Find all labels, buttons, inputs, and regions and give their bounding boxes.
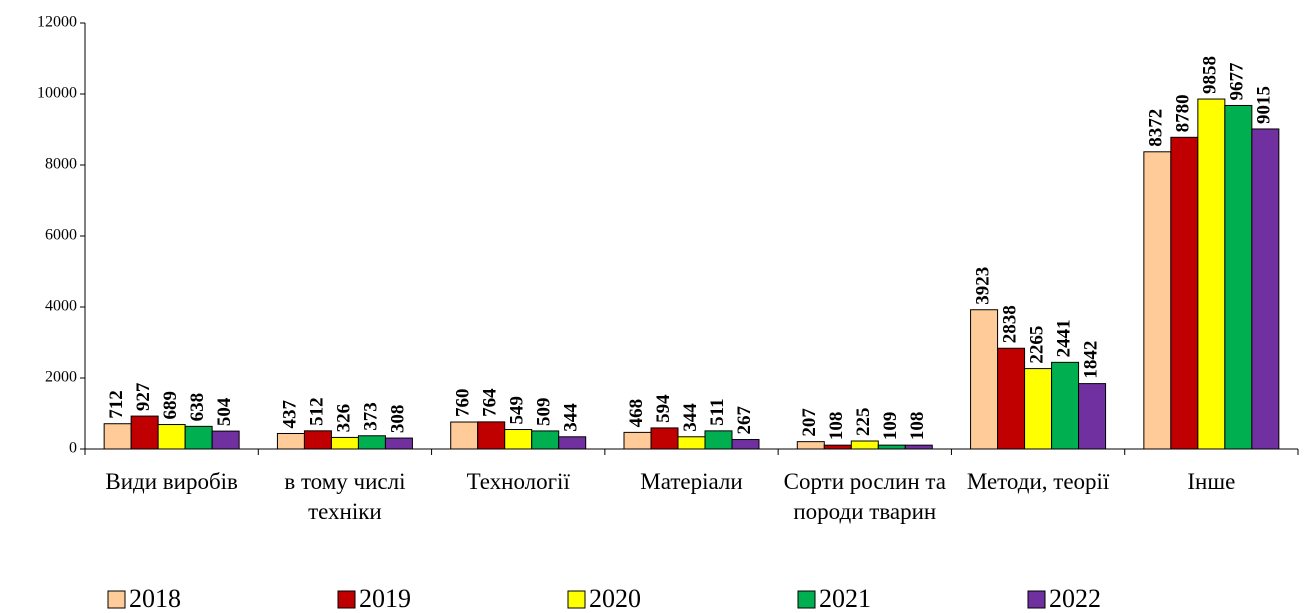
legend-swatch xyxy=(1027,590,1046,609)
bar xyxy=(997,347,1026,450)
x-tick-label: Види виробів xyxy=(105,469,238,494)
x-tick-label: Матеріали xyxy=(640,469,743,494)
bar xyxy=(731,439,760,450)
bar xyxy=(823,444,852,450)
value-label: 504 xyxy=(214,397,235,426)
bar xyxy=(477,421,506,450)
value-label: 108 xyxy=(907,412,928,441)
bar xyxy=(558,436,587,450)
bar xyxy=(1024,368,1053,450)
legend-swatch xyxy=(107,590,126,609)
bar xyxy=(970,309,999,450)
value-label: 8372 xyxy=(1146,109,1167,147)
legend-label: 2019 xyxy=(359,584,411,613)
value-label: 373 xyxy=(360,402,381,431)
bar xyxy=(850,440,879,450)
value-label: 108 xyxy=(826,412,847,441)
y-tick-label: 12000 xyxy=(37,14,77,31)
legend-label: 2018 xyxy=(129,584,181,613)
bar xyxy=(276,432,305,450)
bar xyxy=(357,435,386,450)
value-label: 927 xyxy=(133,382,154,411)
bar xyxy=(384,437,413,450)
value-label: 9015 xyxy=(1254,86,1275,124)
value-label: 9677 xyxy=(1227,62,1248,101)
bar xyxy=(303,430,332,450)
value-label: 344 xyxy=(680,403,701,432)
value-label: 1842 xyxy=(1080,341,1101,379)
bar xyxy=(650,427,679,450)
value-label: 267 xyxy=(734,406,755,435)
bar xyxy=(157,424,186,450)
value-label: 764 xyxy=(480,388,501,417)
y-tick-label: 8000 xyxy=(45,156,77,173)
value-label: 3923 xyxy=(972,267,993,305)
bar xyxy=(623,431,652,450)
value-label: 344 xyxy=(561,403,582,432)
value-label: 326 xyxy=(333,404,354,433)
value-label: 9858 xyxy=(1200,56,1221,94)
x-tick-label: Технології xyxy=(466,469,570,494)
legend-swatch xyxy=(567,590,586,609)
bar xyxy=(1251,128,1280,450)
x-tick-label: Методи, теорії xyxy=(966,469,1110,494)
bar xyxy=(877,444,906,450)
bar xyxy=(1143,151,1172,450)
legend-swatch xyxy=(797,590,816,609)
bar xyxy=(796,441,825,450)
x-tick-label: в тому числі техніки xyxy=(284,469,406,524)
bar xyxy=(103,423,132,450)
legend-label: 2020 xyxy=(589,584,641,613)
y-tick-label: 4000 xyxy=(45,298,77,315)
bar xyxy=(904,444,933,450)
value-label: 549 xyxy=(507,396,528,425)
bar xyxy=(704,430,733,450)
value-label: 2265 xyxy=(1026,326,1047,364)
value-label: 512 xyxy=(306,397,327,426)
value-label: 225 xyxy=(853,408,874,437)
value-label: 8780 xyxy=(1173,94,1194,132)
bar xyxy=(130,415,159,450)
bar xyxy=(1170,136,1199,450)
y-tick-label: 2000 xyxy=(45,369,77,386)
y-tick-label: 10000 xyxy=(37,85,77,102)
legend-label: 2022 xyxy=(1049,584,1101,613)
value-label: 511 xyxy=(707,398,728,425)
bar xyxy=(1051,361,1080,450)
value-label: 594 xyxy=(653,394,674,423)
bar xyxy=(450,421,479,450)
value-label: 689 xyxy=(160,391,181,420)
bar xyxy=(677,436,706,450)
value-label: 509 xyxy=(534,397,555,426)
y-tick-label: 0 xyxy=(69,440,77,457)
legend-swatch xyxy=(337,590,356,609)
legend-label: 2021 xyxy=(819,584,871,613)
bar xyxy=(531,430,560,450)
value-label: 2441 xyxy=(1053,319,1074,357)
value-label: 638 xyxy=(187,393,208,422)
value-label: 207 xyxy=(799,408,820,437)
y-tick-label: 6000 xyxy=(45,227,77,244)
value-label: 468 xyxy=(626,399,647,428)
value-label: 437 xyxy=(279,399,300,428)
value-label: 109 xyxy=(880,412,901,441)
bar xyxy=(504,429,533,450)
bar xyxy=(184,425,213,450)
bar xyxy=(1224,104,1253,450)
x-tick-label: Сорти рослин та породи тварин xyxy=(783,469,946,524)
x-tick-label: Інше xyxy=(1187,469,1236,494)
value-label: 308 xyxy=(387,405,408,434)
value-label: 2838 xyxy=(999,305,1020,343)
bar xyxy=(1078,383,1107,450)
bar xyxy=(211,430,240,450)
value-label: 760 xyxy=(453,389,474,418)
value-label: 712 xyxy=(106,390,127,419)
bar xyxy=(1197,98,1226,450)
bar xyxy=(330,436,359,450)
